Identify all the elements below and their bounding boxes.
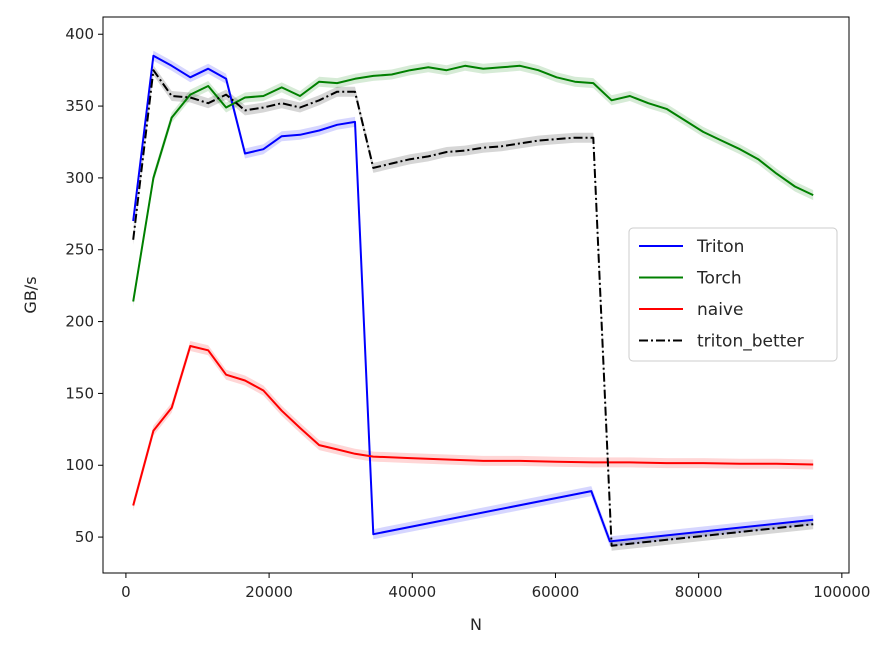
series-line-naive	[132, 345, 814, 506]
y-tick-label: 50	[75, 528, 94, 546]
legend-label-naive: naive	[697, 300, 743, 320]
y-tick-label: 350	[65, 97, 94, 115]
legend: Triton Torch naive triton_better	[628, 227, 838, 362]
series-line-triton-better	[132, 69, 814, 547]
confidence-bands	[133, 50, 814, 551]
y-tick-label: 150	[65, 384, 94, 402]
x-tick-label: 40000	[388, 583, 436, 601]
legend-frame	[628, 227, 838, 362]
legend-label-torch: Torch	[696, 269, 742, 289]
x-axis-label: N	[470, 615, 482, 634]
y-tick-label: 100	[65, 456, 94, 474]
x-tick-label: 100000	[813, 583, 870, 601]
y-axis-label: GB/s	[21, 276, 40, 313]
y-axis-ticks: 50 100 150 200 250 300 350 400	[65, 25, 103, 546]
y-tick-label: 200	[65, 313, 94, 331]
y-tick-label: 300	[65, 169, 94, 187]
band-naive	[133, 341, 814, 511]
series-lines	[132, 54, 814, 547]
band-torch	[133, 60, 814, 307]
x-tick-label: 0	[121, 583, 131, 601]
plot-area-frame	[102, 16, 850, 574]
series-line-torch	[132, 64, 814, 302]
legend-label-triton-better: triton_better	[697, 332, 804, 352]
series-line-triton	[132, 54, 814, 543]
x-tick-label: 60000	[532, 583, 580, 601]
legend-label-triton: Triton	[696, 237, 744, 257]
x-tick-label: 20000	[245, 583, 293, 601]
y-tick-label: 400	[65, 25, 94, 43]
x-tick-label: 80000	[675, 583, 723, 601]
x-axis-ticks: 0 20000 40000 60000 80000 100000	[121, 573, 870, 601]
y-tick-label: 250	[65, 241, 94, 259]
